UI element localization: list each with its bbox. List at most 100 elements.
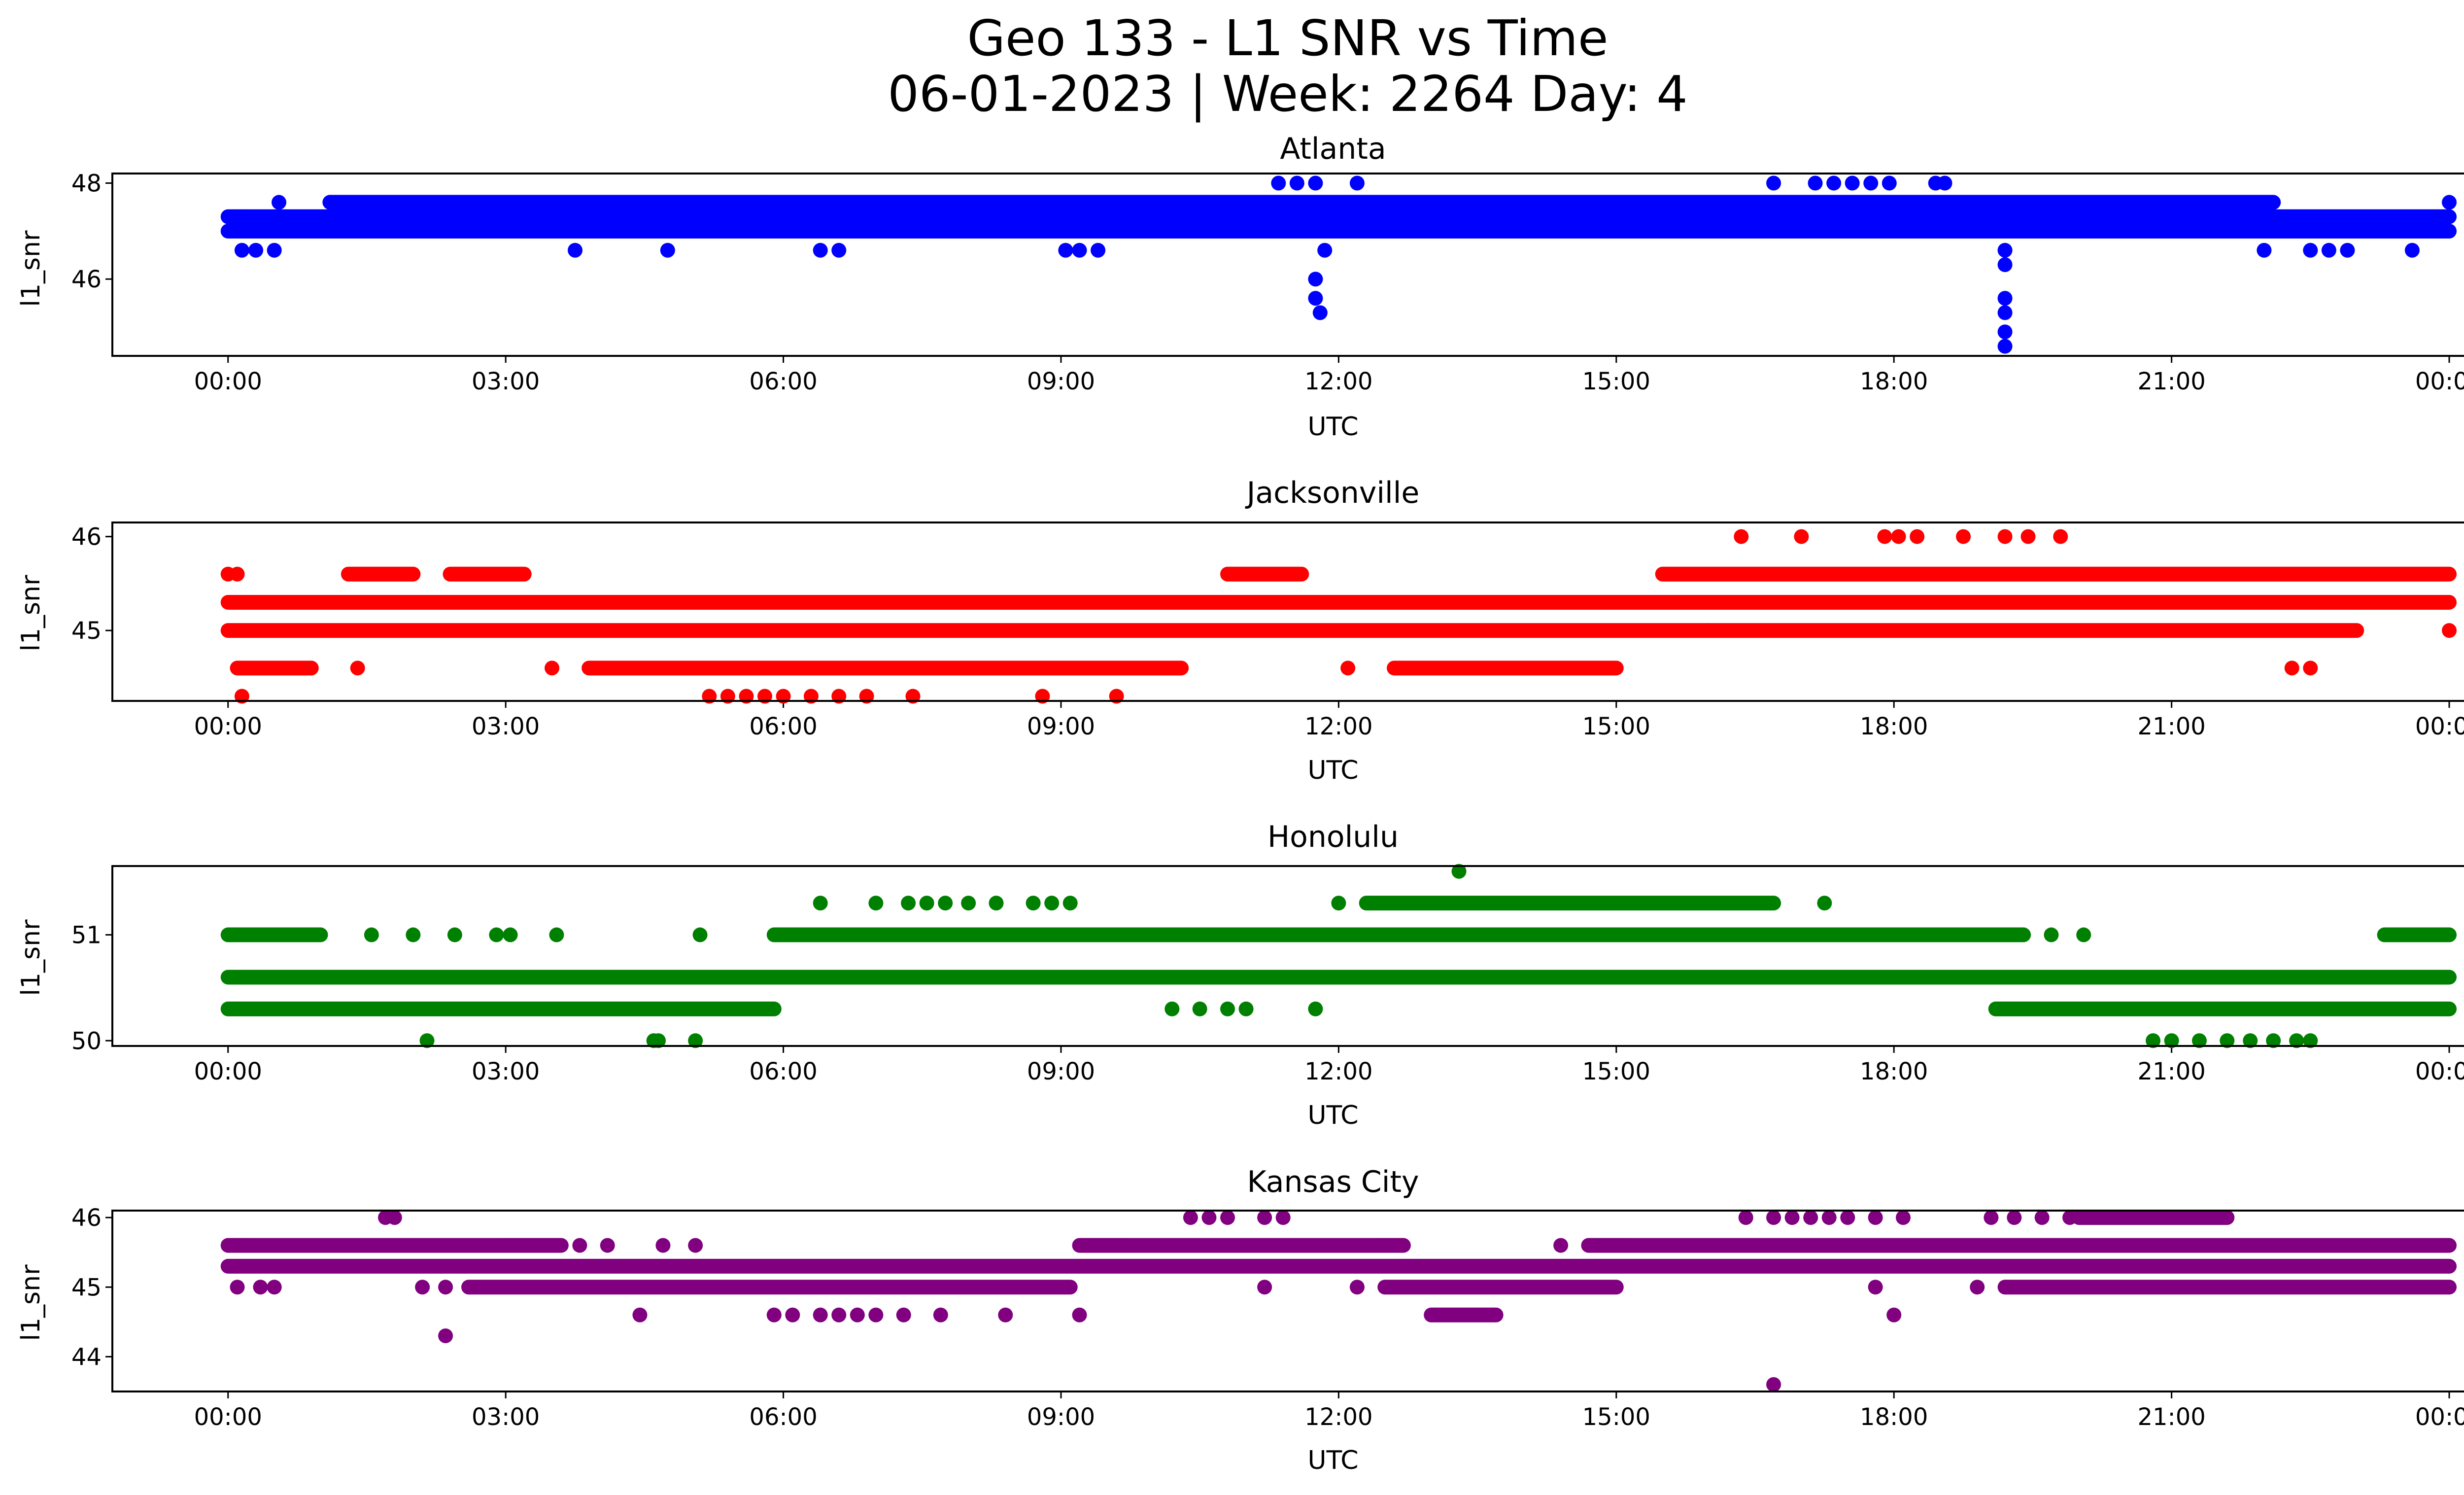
data-point — [267, 243, 282, 258]
data-point — [1257, 1210, 1272, 1225]
data-point — [549, 927, 564, 942]
data-point — [1984, 1210, 1999, 1225]
data-point — [1072, 1307, 1087, 1322]
scatter-points — [220, 1210, 2457, 1392]
panel-kansas-city: Kansas City UTC l1_snr 00:00 03:00 06:00 09… — [16, 1165, 2464, 1475]
x-tick-label: 18:00 — [1860, 368, 1928, 395]
data-point — [2284, 661, 2299, 676]
data-point — [1766, 175, 1781, 191]
data-point — [2007, 1210, 2022, 1225]
y-tick-label: 46 — [71, 266, 102, 293]
data-point — [1821, 1210, 1837, 1225]
data-point — [660, 243, 675, 258]
data-point — [766, 1307, 782, 1322]
x-axis-label: UTC — [1307, 756, 1358, 785]
data-point — [2146, 1033, 2161, 1048]
data-point — [1271, 175, 1286, 191]
data-point — [1956, 529, 1971, 544]
data-point — [350, 661, 365, 676]
data-point — [248, 243, 264, 258]
axis-ticks: 00:00 03:00 06:00 09:00 12:00 15:00 18:00 21:00… — [71, 1204, 2464, 1431]
x-tick-label: 00:00 — [194, 1403, 262, 1431]
data-point — [2289, 1033, 2304, 1048]
data-point — [438, 1280, 453, 1295]
data-point — [2266, 1033, 2281, 1048]
data-point — [813, 1307, 828, 1322]
data-point — [905, 689, 921, 704]
data-point — [1970, 1280, 1985, 1295]
data-point — [688, 1033, 703, 1048]
data-point — [1997, 291, 2013, 306]
data-point — [785, 1307, 800, 1322]
data-point — [859, 689, 874, 704]
data-point — [998, 1307, 1013, 1322]
data-point — [1072, 243, 1087, 258]
y-tick-label: 46 — [71, 1204, 102, 1232]
plot-frame — [111, 173, 2464, 357]
data-point — [1891, 529, 1906, 544]
data-point — [1035, 689, 1050, 704]
data-point — [720, 689, 735, 704]
data-point — [1868, 1210, 1883, 1225]
data-point — [2442, 195, 2457, 210]
data-point — [2053, 529, 2068, 544]
data-point — [1997, 305, 2013, 320]
data-point — [1331, 896, 1346, 911]
data-point — [2076, 927, 2091, 942]
data-point — [961, 896, 976, 911]
data-point — [1863, 175, 1879, 191]
data-point — [2044, 927, 2059, 942]
data-point — [1817, 896, 1832, 911]
data-point — [1766, 1210, 1781, 1225]
data-point — [1868, 1280, 1883, 1295]
data-point — [655, 1238, 671, 1253]
y-axis-label: l1_snr — [16, 575, 46, 652]
data-point — [1312, 305, 1328, 320]
data-point — [600, 1238, 615, 1253]
x-axis-label: UTC — [1307, 1101, 1358, 1130]
panel-honolulu: Honolulu UTC l1_snr 00:00 03:00 06:00 09:00… — [16, 820, 2464, 1130]
data-point — [933, 1307, 948, 1322]
x-tick-label: 06:00 — [749, 713, 817, 740]
x-tick-label: 03:00 — [472, 1403, 540, 1431]
data-point — [2062, 1210, 2078, 1225]
x-tick-label: 00:00 — [194, 713, 262, 740]
x-tick-label: 21:00 — [2137, 713, 2205, 740]
data-point — [1308, 1001, 1323, 1016]
x-tick-label: 21:00 — [2137, 1058, 2205, 1085]
y-tick-label: 45 — [71, 1274, 102, 1301]
y-tick-label: 50 — [71, 1027, 102, 1055]
data-point — [2034, 1210, 2050, 1225]
data-point — [757, 689, 773, 704]
x-tick-label: 09:00 — [1027, 713, 1095, 740]
data-point — [406, 927, 421, 942]
data-point — [1882, 175, 1897, 191]
data-point — [572, 1238, 587, 1253]
x-tick-label: 15:00 — [1582, 1058, 1650, 1085]
x-tick-label: 18:00 — [1860, 1403, 1928, 1431]
data-point — [1997, 339, 2013, 354]
data-point — [831, 1307, 847, 1322]
data-point — [1058, 243, 1073, 258]
data-point — [2340, 243, 2355, 258]
y-axis-label: l1_snr — [16, 230, 46, 307]
data-point — [1220, 1210, 1235, 1225]
data-point — [2020, 529, 2036, 544]
plot-frame — [111, 865, 2464, 1047]
data-point — [632, 1307, 648, 1322]
scatter-points — [220, 864, 2457, 1048]
y-axis-label: l1_snr — [16, 1264, 46, 1341]
axis-ticks: 00:00 03:00 06:00 09:00 12:00 15:00 18:00 21:00… — [71, 170, 2464, 395]
data-point — [1803, 1210, 1818, 1225]
panel-title: Atlanta — [1280, 132, 1386, 166]
data-point — [1192, 1001, 1207, 1016]
data-point — [2303, 661, 2318, 676]
x-tick-label: 15:00 — [1582, 368, 1650, 395]
scatter-points — [220, 529, 2457, 704]
data-point — [1308, 291, 1323, 306]
data-point — [230, 1280, 245, 1295]
x-tick-label: 21:00 — [2137, 1403, 2205, 1431]
data-point — [831, 243, 847, 258]
data-point — [1784, 1210, 1800, 1225]
data-point — [2303, 243, 2318, 258]
